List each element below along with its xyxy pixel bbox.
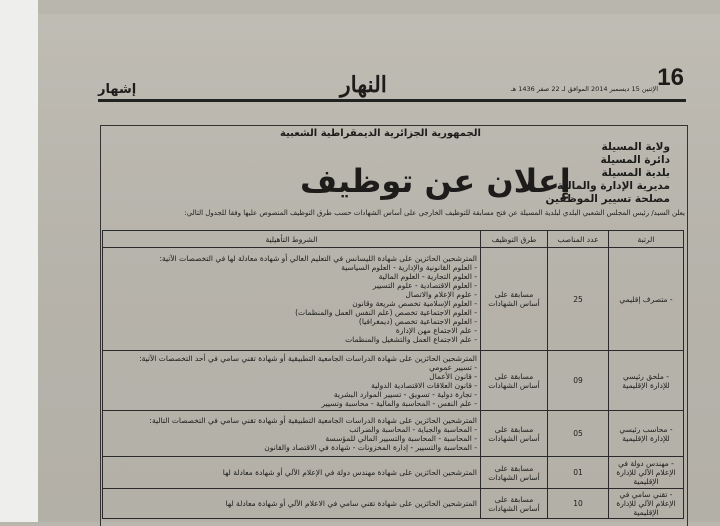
admin-line: دائرة المسيلة [600, 154, 670, 166]
admin-line: بلدية المسيلة [601, 167, 670, 179]
condition-line: - تسيير عمومي [429, 362, 477, 372]
condition-line: - المحاسبة والتسيير - إدارة المخزونات - … [264, 442, 477, 452]
table-row: - مهندس دولة في الإعلام الآلي للإدارة ال… [102, 456, 684, 489]
count-cell: 05 [547, 410, 609, 457]
condition-line: - المحاسبة والجباية - المحاسبة والضرائب [349, 424, 477, 434]
page-number: 16 [657, 64, 684, 91]
issue-date: الإثنين 15 ديسمبر 2014 الموافق لـ 22 صفر… [510, 85, 658, 93]
condition-line: - العلوم الاجتماعية تخصص (علم النفس العم… [295, 308, 477, 317]
conditions-cell: المترشحين الحائزين على شهادة تقني سامي ف… [102, 488, 481, 519]
condition-line: - قانون الأعمال [429, 371, 477, 381]
scan-margin [0, 0, 38, 522]
header-rule [98, 99, 686, 102]
header-conditions: الشروط التأهيلية [102, 230, 481, 248]
newspaper-logo: النهار [340, 72, 387, 98]
count-cell: 25 [547, 247, 609, 351]
condition-line: المترشحين الحائزين على شهادة تقني سامي ف… [225, 499, 477, 508]
admin-line: مديرية الإدارة والمالية [557, 180, 670, 192]
header-method: طرق التوظيف [480, 230, 548, 248]
conditions-cell: المترشحين الحائزين على شهادة الليسانس في… [102, 247, 481, 351]
conditions-cell: المترشحين الحائزين على شهادة الدراسات ال… [102, 350, 481, 411]
condition-line: المترشحين الحائزين على شهادة الليسانس في… [159, 254, 478, 263]
condition-line: - علوم الإعلام والاتصال [405, 290, 477, 299]
condition-line: - علم النفس - المحاسبة والمالية - محاسبة… [321, 398, 478, 408]
ad-title: إعلان عن توظيف [300, 162, 571, 200]
method-cell: مسابقة على أساس الشهادات [480, 247, 548, 351]
condition-line: المترشحين الحائزين على شهادة مهندس دولة … [222, 468, 477, 477]
condition-line: - قانون العلاقات الاقتصادية الدولية [371, 380, 477, 390]
positions-table: الرتبة عدد المناصب طرق التوظيف الشروط ال… [102, 230, 684, 519]
section-label: إشهار [98, 82, 137, 97]
table-row: - تقني سامي في الإعلام الآلي للإدارة الإ… [102, 488, 684, 519]
condition-line: المترشحين الحائزين على شهادة الدراسات ال… [149, 415, 477, 425]
condition-line: - علم الاجتماع مهن الإدارة [395, 326, 477, 335]
table-row: - ملحق رئيسي للإدارة الإقليمية 09 مسابقة ع… [102, 350, 684, 411]
rank-cell: - محاسب رئيسي للإدارة الإقليمية [608, 410, 684, 457]
conditions-cell: المترشحين الحائزين على شهادة مهندس دولة … [102, 456, 481, 489]
condition-line: - المحاسبة - المحاسبة والتسيير المالي لل… [325, 433, 477, 443]
ad-frame [100, 125, 688, 526]
table-header-row: الرتبة عدد المناصب طرق التوظيف الشروط ال… [102, 230, 684, 248]
rank-cell: - مهندس دولة في الإعلام الآلي للإدارة ال… [608, 456, 684, 489]
header-count: عدد المناصب [547, 230, 609, 248]
rank-cell: - تقني سامي في الإعلام الآلي للإدارة الإ… [608, 488, 684, 519]
republic-heading: الجمهورية الجزائرية الديمقراطية الشعبية [280, 128, 481, 139]
admin-line: ولاية المسيلة [601, 141, 670, 153]
count-cell: 09 [547, 350, 609, 411]
method-cell: مسابقة على أساس الشهادات [480, 350, 548, 411]
rank-cell: - ملحق رئيسي للإدارة الإقليمية [608, 350, 684, 411]
condition-line: - العلوم القانونية والإدارية - العلوم ال… [341, 263, 477, 272]
condition-line: - العلوم التجارية - العلوم المالية [378, 272, 477, 281]
administration-block: ولاية المسيلة دائرة المسيلة بلدية المسيل… [546, 141, 670, 206]
method-cell: مسابقة على أساس الشهادات [480, 456, 548, 489]
condition-line: - العلوم الاقتصادية - علوم التسيير [372, 281, 477, 290]
rank-cell: - متصرف إقليمي [608, 247, 684, 351]
admin-line: مصلحة تسيير الموظفين [545, 193, 670, 205]
condition-line: - علم الاجتماع العمل والتشغيل والمنظمات [345, 335, 477, 344]
condition-line: - تجارة دولية - تسويق - تسيير الموارد ال… [333, 389, 477, 399]
count-cell: 01 [547, 456, 609, 489]
table-row: - متصرف إقليمي 25 مسابقة على أساس الشهادات… [102, 247, 684, 351]
ad-intro: يعلن السيد/ رئيس المجلس الشعبي البلدي لب… [184, 209, 685, 217]
condition-line: - العلوم الاجتماعية تخصص (ديمغرافيا) [358, 317, 477, 326]
header-rank: الرتبة [608, 230, 684, 248]
condition-line: - العلوم الإسلامية تخصص شريعة وقانون [352, 299, 477, 308]
method-cell: مسابقة على أساس الشهادات [480, 488, 548, 519]
condition-line: المترشحين الحائزين على شهادة الدراسات ال… [139, 353, 477, 363]
conditions-cell: المترشحين الحائزين على شهادة الدراسات ال… [102, 410, 481, 457]
method-cell: مسابقة على أساس الشهادات [480, 410, 548, 457]
count-cell: 10 [547, 488, 609, 519]
table-row: - محاسب رئيسي للإدارة الإقليمية 05 مسابقة … [102, 410, 684, 457]
